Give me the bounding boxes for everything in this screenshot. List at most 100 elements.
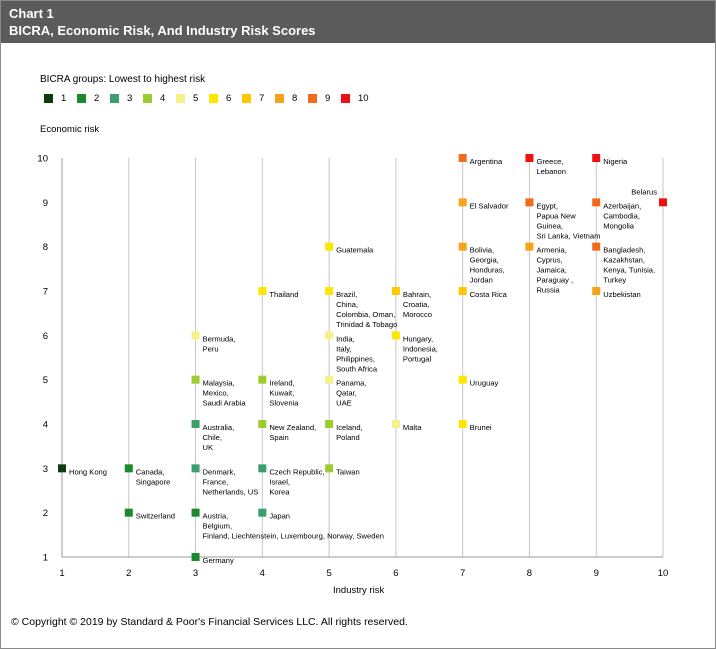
point-label-line: New Zealand, bbox=[269, 423, 316, 432]
point-label: Denmark, France, Netherlands, US bbox=[203, 467, 259, 496]
chart-title: BICRA, Economic Risk, And Industry Risk … bbox=[9, 23, 316, 38]
point-label: El Salvador bbox=[470, 201, 509, 210]
point-label-line: Papua New bbox=[536, 211, 576, 220]
point-label: Australia, Chile, UK bbox=[203, 423, 235, 452]
point-label: Greece, Lebanon bbox=[536, 157, 566, 176]
point-label-line: South Africa bbox=[336, 364, 378, 373]
y-tick-label: 1 bbox=[43, 553, 48, 564]
point-label: Ireland, Kuwait, Slovenia bbox=[269, 379, 299, 408]
point-label-line: Czech Republic, bbox=[269, 467, 324, 476]
legend-label: 7 bbox=[259, 93, 265, 104]
point-label: Canada, Singapore bbox=[136, 467, 171, 486]
point-label-line: Lebanon bbox=[536, 167, 566, 176]
x-tick-label: 9 bbox=[594, 568, 599, 579]
legend-swatch bbox=[308, 94, 317, 103]
legend-swatch bbox=[242, 94, 251, 103]
legend-swatch bbox=[275, 94, 284, 103]
point-label-line: Guatemala bbox=[336, 246, 374, 255]
x-tick-label: 1 bbox=[59, 568, 64, 579]
point-label: Japan bbox=[269, 512, 290, 521]
legend-swatch bbox=[209, 94, 218, 103]
point-label-line: Greece, bbox=[536, 157, 563, 166]
data-point bbox=[258, 375, 267, 384]
legend-label: 3 bbox=[127, 93, 133, 104]
data-point bbox=[458, 375, 467, 384]
y-tick-label: 4 bbox=[43, 420, 48, 431]
x-tick-label: 10 bbox=[658, 568, 669, 579]
legend-swatch bbox=[77, 94, 86, 103]
data-point bbox=[458, 154, 467, 162]
x-tick-label: 3 bbox=[193, 568, 198, 579]
point-label-line: Trinidad & Tobago bbox=[336, 320, 397, 329]
point-label-line: Cambodia, bbox=[603, 211, 640, 220]
point-label: Panama, Qatar, UAE bbox=[336, 379, 366, 408]
point-label: Taiwan bbox=[336, 467, 360, 476]
data-point bbox=[458, 242, 467, 251]
data-point bbox=[659, 198, 667, 207]
data-point bbox=[258, 420, 267, 428]
point-label-line: Qatar, bbox=[336, 389, 357, 398]
data-point bbox=[258, 464, 267, 473]
point-label-line: Hungary, bbox=[403, 334, 433, 343]
data-point bbox=[458, 198, 467, 207]
data-point bbox=[592, 154, 601, 162]
point-label-line: Thailand bbox=[269, 290, 298, 299]
legend-label: 4 bbox=[160, 93, 166, 104]
point-label-line: Georgia, bbox=[470, 256, 499, 265]
point-label-line: UK bbox=[203, 443, 214, 452]
point-label-line: Brunei bbox=[470, 423, 492, 432]
point-label-line: Bermuda, bbox=[203, 334, 236, 343]
legend-label: 10 bbox=[358, 93, 369, 104]
point-label: Brunei bbox=[470, 423, 492, 432]
legend-label: 9 bbox=[325, 93, 331, 104]
x-tick-label: 8 bbox=[527, 568, 532, 579]
point-label-line: El Salvador bbox=[470, 201, 509, 210]
x-tick-label: 5 bbox=[326, 568, 331, 579]
point-label-line: Morocco bbox=[403, 310, 432, 319]
point-label: Azerbaijan, Cambodia, Mongolia bbox=[603, 201, 641, 230]
data-point bbox=[391, 287, 400, 295]
point-label-line: Bangladesh, bbox=[603, 246, 645, 255]
data-point bbox=[525, 154, 534, 162]
point-label-line: France, bbox=[203, 477, 229, 486]
data-point bbox=[191, 553, 200, 561]
point-label-line: Colombia, Oman, bbox=[336, 310, 395, 319]
point-label-line: Belarus bbox=[631, 187, 657, 196]
point-label-line: Israel, bbox=[269, 477, 290, 486]
point-label-line: Australia, bbox=[203, 423, 235, 432]
point-label-line: UAE bbox=[336, 399, 352, 408]
legend-label: 6 bbox=[226, 93, 232, 104]
point-label-line: Mongolia bbox=[603, 221, 635, 230]
data-point bbox=[458, 287, 467, 295]
point-label-line: Malaysia, bbox=[203, 379, 235, 388]
point-label: Austria, Belgium, Finland, Liechtenstein, … bbox=[203, 512, 384, 541]
legend-swatch bbox=[143, 94, 152, 103]
point-label-line: Netherlands, US bbox=[203, 487, 259, 496]
point-label: Malta bbox=[403, 423, 422, 432]
y-tick-label: 2 bbox=[43, 508, 48, 519]
x-tick-label: 4 bbox=[260, 568, 265, 579]
data-point bbox=[191, 331, 200, 340]
data-point bbox=[325, 420, 334, 428]
point-label-line: Italy, bbox=[336, 344, 351, 353]
point-label: Hong Kong bbox=[69, 467, 107, 476]
point-label: Nigeria bbox=[603, 157, 628, 166]
point-label-line: Japan bbox=[269, 512, 290, 521]
point-label-line: Belgium, bbox=[203, 522, 233, 531]
point-label-line: Spain bbox=[269, 433, 288, 442]
legend-label: 5 bbox=[193, 93, 199, 104]
point-label-line: Denmark, bbox=[203, 467, 236, 476]
point-label-line: Iceland, bbox=[336, 423, 363, 432]
point-label: Uzbekistan bbox=[603, 290, 641, 299]
point-label: Thailand bbox=[269, 290, 298, 299]
point-label-line: Paraguay , bbox=[536, 276, 573, 285]
y-tick-label: 9 bbox=[43, 198, 48, 209]
point-label: Germany bbox=[203, 556, 234, 565]
legend-label: 8 bbox=[292, 93, 298, 104]
point-label-line: Poland bbox=[336, 433, 360, 442]
legend-swatch bbox=[176, 94, 185, 103]
data-point bbox=[325, 287, 334, 295]
data-point bbox=[258, 508, 267, 517]
y-tick-label: 8 bbox=[43, 242, 48, 253]
point-label-line: Jordan bbox=[470, 276, 493, 285]
